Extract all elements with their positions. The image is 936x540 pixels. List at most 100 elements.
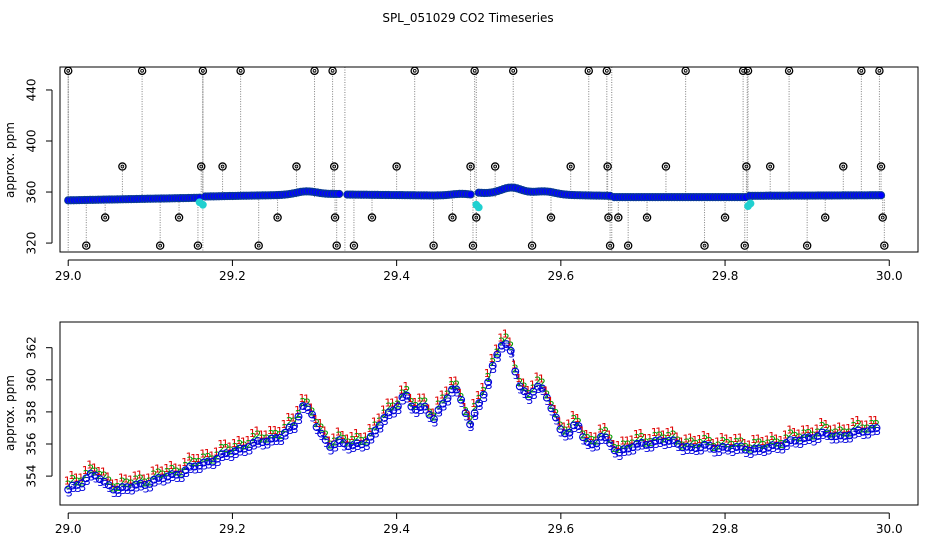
average-point	[267, 434, 276, 443]
series-2-marker: 2	[751, 437, 758, 450]
average-point	[290, 422, 298, 431]
series-2-marker: 2	[810, 430, 817, 443]
series-1-marker: 1	[493, 343, 500, 356]
average-point	[68, 481, 77, 490]
average-point	[281, 428, 289, 437]
series-1-marker: 1	[131, 469, 138, 482]
series-1-marker: 1	[615, 439, 622, 452]
outlier-point	[876, 162, 886, 171]
average-point	[592, 439, 601, 448]
top-plot-frame	[59, 66, 919, 253]
top-x-tick-label: 29.2	[219, 269, 246, 283]
series-1-marker: 1	[100, 466, 107, 479]
outlier-point-inner	[312, 68, 317, 73]
average-point	[768, 441, 777, 450]
series-2-marker: 2	[742, 441, 749, 454]
series-2-marker: 2	[656, 429, 663, 442]
series-1-marker: 1	[222, 438, 229, 451]
average-point	[398, 393, 407, 402]
outlier-point	[839, 162, 848, 171]
average-point	[773, 441, 782, 450]
average-point	[348, 441, 357, 450]
flagged-data-point	[474, 203, 483, 212]
series-1-marker: 1	[682, 433, 689, 446]
series-3-marker: 3	[296, 414, 303, 427]
series-2-marker: 2	[227, 444, 234, 457]
bottom-series-layer: 1231231231231231231231231231231231231231…	[64, 328, 881, 501]
series-1-marker: 1	[700, 429, 707, 442]
average-point	[511, 367, 520, 376]
series-2-marker: 2	[647, 436, 654, 449]
series-1-marker: 1	[597, 422, 604, 435]
average-point	[312, 423, 321, 431]
co2-data-point	[466, 190, 475, 199]
outlier-point	[196, 162, 206, 171]
series-1-marker: 1	[353, 427, 360, 440]
series-2-marker: 2	[566, 421, 573, 434]
average-point	[854, 426, 863, 435]
series-2-marker: 2	[114, 481, 121, 494]
series-1-marker: 1	[687, 432, 694, 445]
outlier-point-inner	[606, 215, 611, 220]
average-point	[560, 429, 569, 438]
series-2-marker: 2	[110, 482, 117, 495]
series-1-marker: 1	[479, 381, 486, 394]
average-point	[750, 444, 759, 453]
series-1-marker: 1	[434, 394, 441, 407]
average-point	[226, 449, 235, 458]
outlier-point-inner	[330, 68, 335, 73]
series-2-marker: 2	[720, 435, 727, 448]
outlier-point-inner	[530, 243, 534, 248]
series-2-marker: 2	[101, 470, 108, 483]
series-2-marker: 2	[864, 423, 871, 436]
outlier-point	[880, 241, 889, 250]
series-1-marker: 1	[199, 448, 206, 461]
series-1-marker: 1	[181, 456, 188, 469]
top-y-tick-label: 320	[25, 232, 39, 255]
series-1-marker: 1	[719, 431, 726, 444]
bottom-x-tick-label: 29.0	[55, 522, 82, 536]
average-point	[714, 444, 723, 453]
series-2-marker: 2	[363, 434, 370, 447]
series-2-marker: 2	[679, 439, 686, 452]
average-point	[719, 442, 727, 451]
series-2-marker: 2	[828, 427, 835, 440]
average-point	[606, 439, 615, 448]
average-point	[655, 436, 664, 445]
average-point	[601, 433, 610, 442]
series-1-marker: 1	[113, 477, 120, 490]
series-2-marker: 2	[358, 435, 365, 448]
series-2-marker: 2	[792, 430, 799, 443]
bottom-x-tick-label: 29.2	[219, 522, 246, 536]
series-1-marker: 1	[276, 425, 283, 438]
average-point	[326, 442, 335, 451]
series-1-marker: 1	[308, 401, 315, 414]
average-point	[660, 437, 669, 446]
average-point	[795, 436, 804, 445]
series-2-marker: 2	[187, 454, 194, 467]
series-1-marker: 1	[317, 417, 324, 430]
outlier-point-inner	[608, 243, 612, 248]
series-2-marker: 2	[367, 426, 374, 439]
outlier-point-inner	[468, 164, 473, 169]
series-3-marker: 3	[495, 352, 502, 365]
outlier-point	[273, 213, 282, 222]
average-point	[565, 428, 574, 437]
series-3-marker: 3	[526, 394, 533, 407]
series-2-marker: 2	[471, 401, 478, 414]
outlier-point	[878, 213, 887, 222]
series-1-marker: 1	[226, 440, 233, 453]
series-1-marker: 1	[678, 435, 685, 448]
series-1-marker: 1	[854, 414, 861, 427]
average-point	[353, 439, 362, 448]
average-point	[746, 446, 755, 455]
average-point	[542, 393, 551, 402]
outlier-point-inner	[431, 243, 436, 248]
series-2-marker: 2	[385, 400, 392, 413]
average-point	[850, 427, 858, 436]
series-2-marker: 2	[65, 478, 72, 491]
top-x-tick-label: 29.0	[55, 269, 82, 283]
average-point	[321, 436, 330, 444]
series-1-marker: 1	[705, 431, 712, 444]
series-1-marker: 1	[732, 432, 739, 445]
